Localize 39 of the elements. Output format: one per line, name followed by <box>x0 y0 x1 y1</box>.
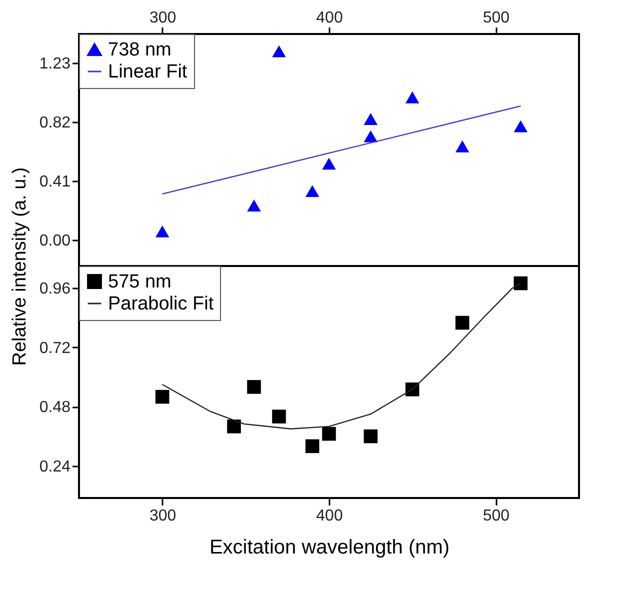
x-tick-label: 400 <box>316 10 343 26</box>
point <box>272 410 286 424</box>
y-tick-label: 0.96 <box>39 280 71 298</box>
point <box>272 45 286 58</box>
point <box>514 120 528 132</box>
point <box>514 276 528 290</box>
point <box>322 158 336 170</box>
point <box>364 130 378 142</box>
point <box>227 420 241 434</box>
y-tick-label: 0.82 <box>39 114 71 132</box>
x-tick-label: 500 <box>482 10 510 26</box>
y-axis-title: Relative intensity (a. u.) <box>9 167 30 366</box>
y-tick-label: 1.23 <box>39 55 71 72</box>
y-tick-label: 0.72 <box>39 340 71 357</box>
point <box>364 429 378 444</box>
point <box>305 185 320 198</box>
point <box>322 426 336 441</box>
y-tick-label: 0.24 <box>39 458 71 476</box>
y-tick-label: 0.00 <box>39 232 71 250</box>
point <box>305 439 320 454</box>
point <box>405 91 420 104</box>
point <box>455 140 470 152</box>
point <box>247 200 261 212</box>
x-tick-label: 400 <box>316 508 343 524</box>
x-tick-label: 300 <box>149 508 176 524</box>
x-axis-title: Excitation wavelength (nm) <box>209 536 450 558</box>
legend-label: 738 nm <box>108 40 172 60</box>
point <box>155 225 170 238</box>
legend-label: Linear Fit <box>108 62 188 82</box>
x-tick-label: 500 <box>482 508 510 524</box>
point <box>364 113 378 125</box>
legend-label: 575 nm <box>108 272 172 292</box>
point <box>155 390 170 404</box>
legend-label: Parabolic Fit <box>108 294 214 314</box>
point <box>247 380 261 394</box>
x-tick-label: 300 <box>149 10 176 26</box>
y-tick-label: 0.41 <box>39 173 71 190</box>
y-tick-label: 0.48 <box>39 399 71 416</box>
point <box>455 316 470 330</box>
